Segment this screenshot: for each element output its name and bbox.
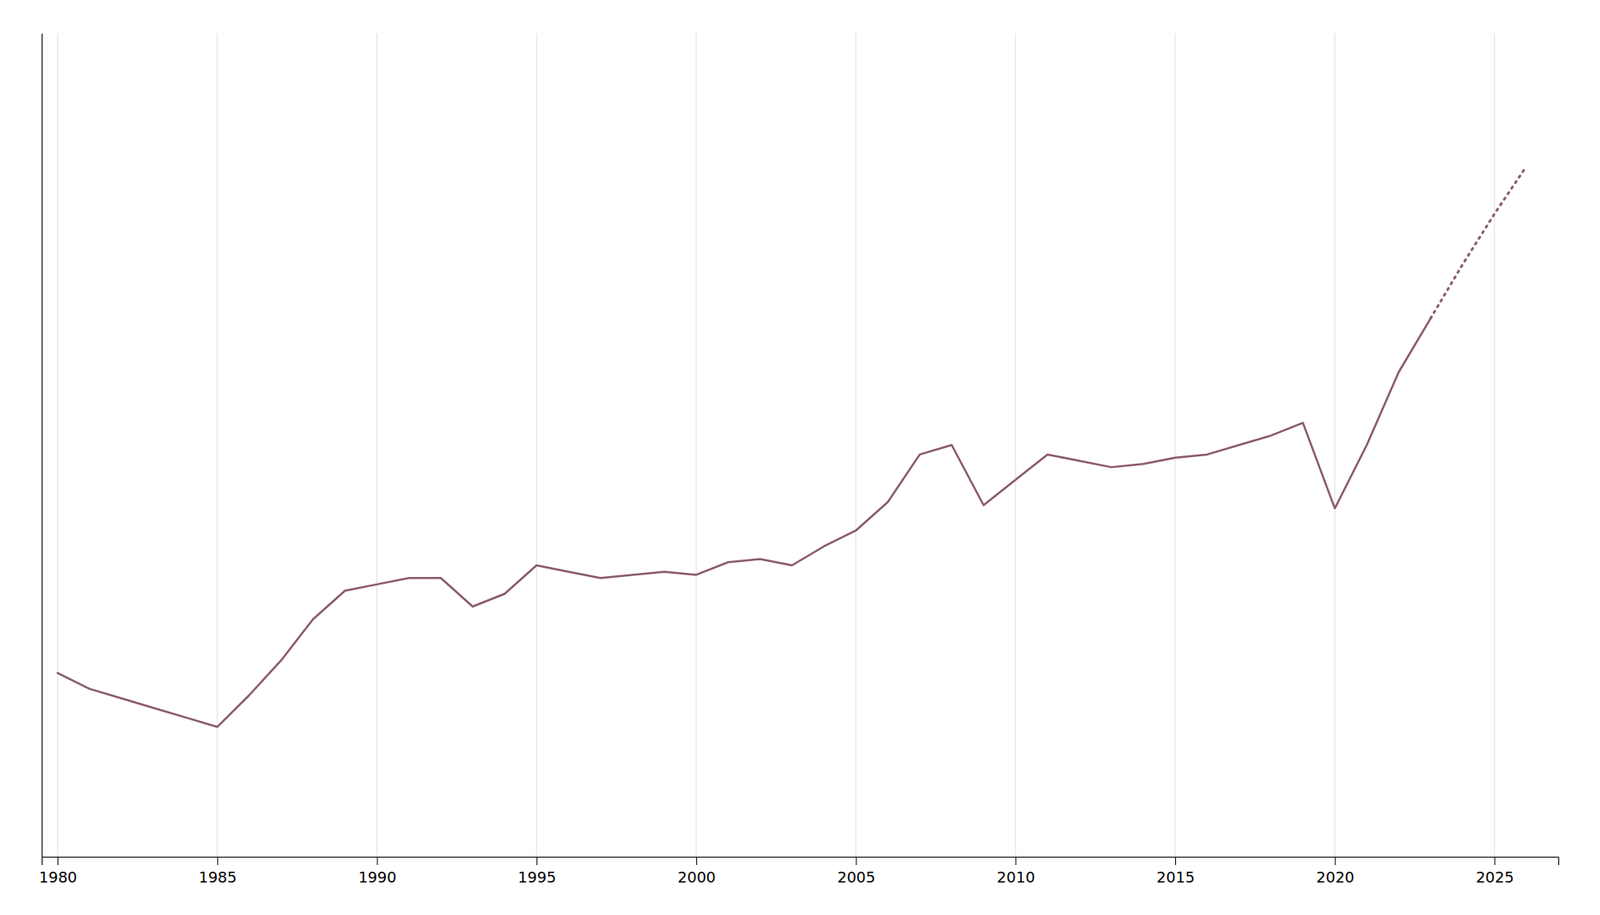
grid-line [376, 33, 378, 858]
x-tick-label: 1985 [198, 868, 237, 887]
grid-line [695, 33, 697, 858]
grid-line [1334, 33, 1336, 858]
x-tick: 1985 [198, 857, 237, 887]
x-tick-mark [377, 857, 379, 866]
x-tick-mark [1015, 857, 1017, 866]
x-tick: 2020 [1315, 857, 1355, 887]
x-tick-mark [1175, 857, 1177, 866]
x-tick-mark [696, 857, 698, 866]
x-tick: 2010 [996, 857, 1036, 887]
y-axis-line [41, 34, 43, 858]
x-tick-label: 2015 [1156, 868, 1196, 887]
grid-line [1015, 33, 1017, 858]
line [57, 318, 1431, 728]
x-tick: 2005 [837, 857, 876, 887]
x-tick-mark [536, 857, 538, 866]
x-tick: 2015 [1156, 857, 1196, 887]
y-axis [41, 34, 43, 858]
x-tick: 1995 [518, 857, 557, 887]
x-tick: 1980 [39, 857, 78, 887]
plot: 1980 1985 1990 1995 2000 2005 2010 2015 2020 2025 [39, 33, 1560, 887]
x-tick-label: 2000 [677, 868, 716, 887]
x-tick-label: 1995 [518, 868, 557, 887]
x-tick: 1990 [358, 857, 397, 887]
grid-line [216, 33, 218, 858]
x-tick-label: 1990 [358, 868, 397, 887]
x-tick-label: 1980 [39, 868, 78, 887]
x-tick-mark [1494, 857, 1496, 866]
x-tick-label: 2005 [837, 868, 876, 887]
x-tick-label: 2020 [1315, 868, 1355, 887]
x-tick-mark [1335, 857, 1336, 866]
x-axis-line [42, 857, 1560, 867]
lines [57, 166, 1526, 728]
x-axis: 1980 1985 1990 1995 2000 2005 2010 2015 2020 2025 [39, 857, 1560, 887]
grid-line [1174, 33, 1176, 858]
grid-line [536, 33, 538, 858]
chart: 1980 1985 1990 1995 2000 2005 2010 2015 2020 2025 [0, 0, 1600, 915]
line [1430, 166, 1527, 320]
grid-line [855, 33, 857, 858]
x-tick: 2025 [1475, 857, 1515, 887]
x-tick: 2000 [677, 857, 716, 887]
grid [57, 33, 1495, 858]
x-tick-label: 2025 [1475, 868, 1515, 887]
x-tick-mark [57, 857, 59, 866]
x-tick-mark [217, 857, 219, 866]
grid-line [57, 33, 59, 858]
x-tick-label: 2010 [996, 868, 1036, 887]
grid-line [1494, 33, 1496, 858]
x-tick-mark [856, 857, 858, 866]
